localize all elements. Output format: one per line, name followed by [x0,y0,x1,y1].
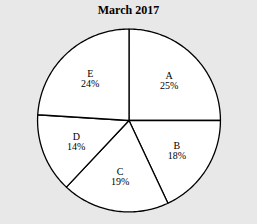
svg-text:B18%: B18% [168,140,186,161]
html-text:March 2017: March 2017 [97,3,160,17]
svg-text:E24%: E24% [81,68,99,89]
svg-text:D14%: D14% [67,131,85,152]
svg-text:C19%: C19% [111,166,129,187]
svg-text:A25%: A25% [160,70,178,91]
